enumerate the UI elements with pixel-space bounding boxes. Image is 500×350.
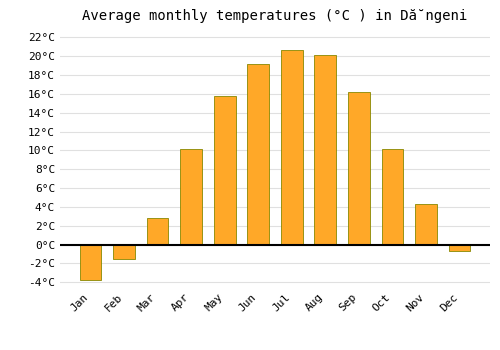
Bar [146, 218, 169, 245]
Bar [415, 204, 437, 245]
Bar [348, 92, 370, 245]
Bar [180, 148, 202, 245]
Bar [214, 96, 236, 245]
Bar [382, 148, 404, 245]
Bar [113, 245, 135, 259]
Bar [248, 64, 269, 245]
Bar [281, 50, 302, 245]
Bar [448, 245, 470, 251]
Bar [80, 245, 102, 280]
Bar [314, 55, 336, 245]
Title: Average monthly temperatures (°C ) in Dă̆ngeni: Average monthly temperatures (°C ) in Dă… [82, 9, 468, 23]
